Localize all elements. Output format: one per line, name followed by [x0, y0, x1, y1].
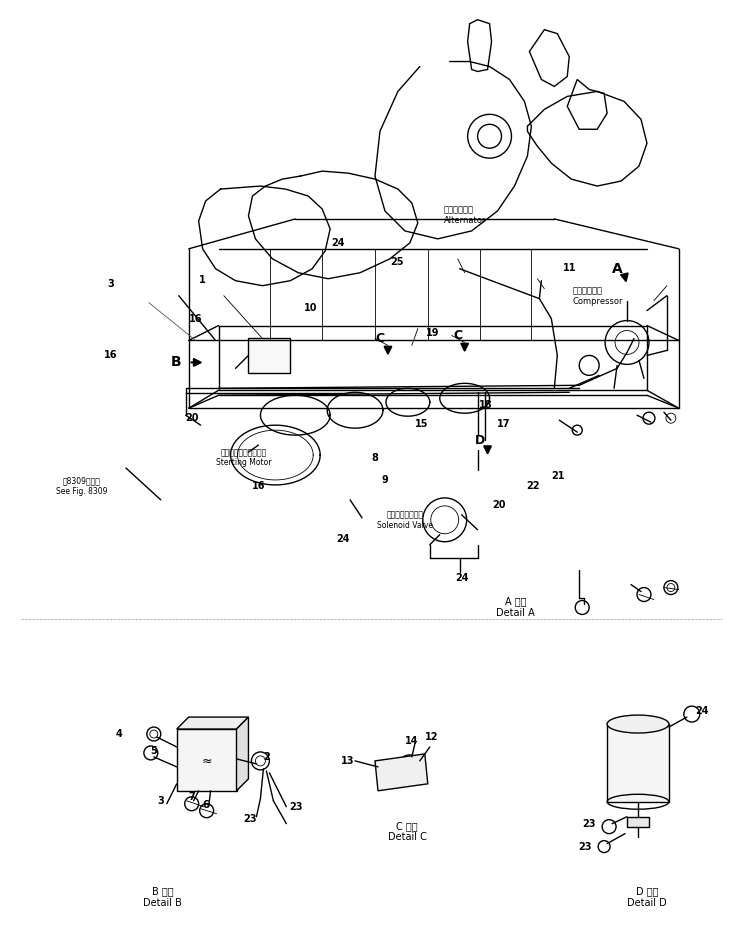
Text: 23: 23 [583, 819, 596, 828]
Text: 17: 17 [496, 419, 510, 430]
Text: 20: 20 [492, 500, 505, 509]
Text: C: C [375, 332, 385, 345]
Text: D 詳細
Detail D: D 詳細 Detail D [627, 886, 666, 908]
Bar [248, 339, 291, 373]
Text: 3: 3 [108, 279, 114, 289]
Text: 24: 24 [331, 238, 345, 248]
Text: 19: 19 [426, 328, 439, 339]
Text: 16: 16 [189, 314, 202, 325]
Text: 6: 6 [202, 800, 209, 809]
Text: 10: 10 [304, 303, 317, 313]
Text: 16: 16 [104, 350, 117, 360]
Text: 18: 18 [479, 401, 493, 411]
Text: オルタネータ
Alternator: オルタネータ Alternator [444, 205, 487, 224]
Text: 5: 5 [150, 746, 158, 756]
Text: 11: 11 [563, 263, 577, 273]
Text: 21: 21 [551, 472, 565, 481]
Text: スターティングモータ
Sterting Motor: スターティングモータ Sterting Motor [216, 448, 272, 467]
Text: C: C [453, 329, 462, 342]
Text: 22: 22 [526, 481, 539, 491]
Text: 2: 2 [263, 752, 270, 762]
Polygon shape [375, 754, 428, 791]
Text: A: A [611, 262, 623, 276]
Polygon shape [177, 717, 248, 729]
Polygon shape [177, 729, 236, 791]
Text: 23: 23 [579, 841, 592, 852]
Text: A 詳細
Detail A: A 詳細 Detail A [496, 597, 535, 618]
Text: D: D [475, 433, 484, 446]
Text: 3: 3 [158, 795, 164, 806]
Text: 14: 14 [405, 736, 418, 746]
Text: 23: 23 [290, 802, 303, 811]
Text: 23: 23 [244, 813, 257, 824]
Text: 15: 15 [415, 419, 429, 430]
Text: 7: 7 [188, 792, 195, 802]
Text: 13: 13 [341, 756, 355, 766]
Polygon shape [236, 717, 248, 791]
Text: 12: 12 [425, 732, 438, 742]
Text: 25: 25 [391, 256, 404, 266]
Text: 第8309図参照
See Fig. 8309: 第8309図参照 See Fig. 8309 [56, 477, 107, 495]
Text: 9: 9 [381, 476, 388, 485]
Text: 1: 1 [199, 275, 206, 285]
Bar [607, 724, 669, 802]
Text: 4: 4 [116, 729, 123, 739]
Text: 24: 24 [455, 572, 468, 582]
Text: 20: 20 [186, 413, 199, 423]
Text: 24: 24 [695, 706, 709, 716]
Text: B: B [170, 356, 181, 370]
Text: ≈: ≈ [201, 754, 212, 767]
Text: C 詳細
Detail C: C 詳細 Detail C [388, 821, 426, 842]
Text: 16: 16 [252, 481, 266, 491]
Ellipse shape [607, 715, 669, 733]
Bar [627, 817, 649, 826]
Text: 8: 8 [372, 453, 379, 462]
Text: コンプレッサ
Compressor: コンプレッサ Compressor [573, 286, 623, 306]
Text: 24: 24 [337, 534, 350, 544]
Text: ソレノイドバルブ
Solenoid Valve: ソレノイドバルブ Solenoid Valve [377, 510, 433, 530]
Text: B 詳細
Detail B: B 詳細 Detail B [143, 886, 182, 908]
